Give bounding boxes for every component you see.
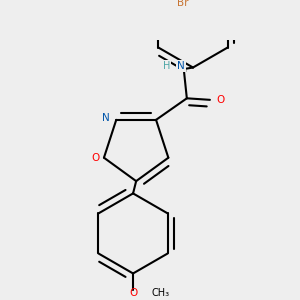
Text: O: O [216, 95, 224, 105]
Text: N: N [102, 113, 110, 123]
Text: O: O [91, 153, 99, 163]
Text: H: H [163, 61, 170, 71]
Text: N: N [177, 61, 184, 71]
Text: CH₃: CH₃ [152, 289, 170, 298]
Text: Br: Br [177, 0, 188, 8]
Text: O: O [129, 289, 137, 298]
